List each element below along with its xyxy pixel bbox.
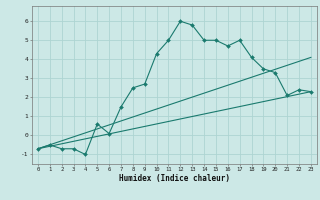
X-axis label: Humidex (Indice chaleur): Humidex (Indice chaleur) — [119, 174, 230, 183]
